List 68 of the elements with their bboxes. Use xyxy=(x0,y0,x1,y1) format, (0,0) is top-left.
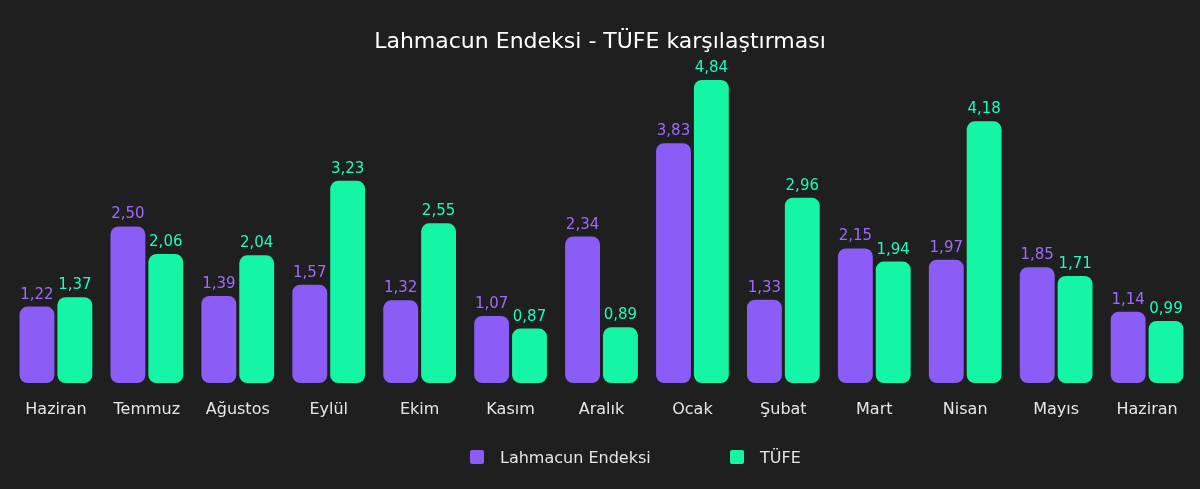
data-label: 4,18 xyxy=(967,99,1001,118)
bar xyxy=(1057,275,1093,383)
x-tick-label: Şubat xyxy=(760,399,807,418)
bar xyxy=(421,223,457,383)
x-tick-label: Ocak xyxy=(672,399,714,418)
data-label: 1,22 xyxy=(20,284,54,303)
bar xyxy=(837,248,873,383)
data-label: 2,96 xyxy=(785,175,819,194)
bar xyxy=(746,299,782,383)
bar xyxy=(1110,311,1146,383)
bar xyxy=(19,306,55,383)
bar xyxy=(656,143,691,383)
data-label: 1,37 xyxy=(58,275,92,294)
data-label: 1,85 xyxy=(1020,245,1054,264)
data-label: 2,04 xyxy=(240,233,274,252)
x-tick-label: Temmuz xyxy=(112,399,181,418)
x-tick-label: Haziran xyxy=(25,399,87,418)
bar xyxy=(928,259,964,383)
data-label: 0,89 xyxy=(603,305,638,324)
bar xyxy=(239,255,275,383)
chart-title: Lahmacun Endeksi - TÜFE karşılaştırması xyxy=(374,28,826,53)
data-label: 1,14 xyxy=(1111,289,1145,308)
data-label: 2,50 xyxy=(111,204,145,223)
x-tick-label: Aralık xyxy=(578,399,625,418)
data-label: 1,71 xyxy=(1058,253,1092,272)
bar xyxy=(875,261,911,383)
bar xyxy=(330,180,366,383)
bar xyxy=(292,284,328,383)
data-label: 2,34 xyxy=(565,214,600,233)
bar xyxy=(148,254,184,383)
legend-label: Lahmacun Endeksi xyxy=(500,448,651,467)
bar xyxy=(1019,267,1055,383)
x-tick-label: Ekim xyxy=(399,399,440,418)
data-label: 0,99 xyxy=(1149,299,1183,318)
legend-label: TÜFE xyxy=(759,448,801,467)
data-label: 2,55 xyxy=(421,201,456,220)
x-tick-label: Haziran xyxy=(1116,399,1178,418)
bar xyxy=(110,226,146,383)
data-label: 1,33 xyxy=(747,277,782,296)
data-label: 2,06 xyxy=(149,232,183,251)
bar xyxy=(784,197,820,383)
data-label: 3,23 xyxy=(330,158,365,177)
x-tick-label: Ağustos xyxy=(205,399,270,418)
bar xyxy=(693,80,729,383)
data-label: 1,57 xyxy=(293,262,327,281)
bar xyxy=(1148,321,1184,383)
data-label: 0,87 xyxy=(512,306,547,325)
data-label: 4,84 xyxy=(694,58,729,76)
x-tick-label: Nisan xyxy=(942,399,988,418)
bar xyxy=(201,295,237,383)
bar xyxy=(565,236,600,383)
bar xyxy=(512,328,547,383)
bar xyxy=(603,327,638,383)
x-tick-label: Mart xyxy=(856,399,893,418)
data-label: 1,07 xyxy=(474,294,509,313)
data-label: 1,94 xyxy=(876,239,910,258)
bar xyxy=(966,121,1002,383)
x-tick-label: Kasım xyxy=(486,399,535,418)
data-label: 1,32 xyxy=(384,278,418,297)
bar xyxy=(474,316,510,383)
x-tick-label: Eylül xyxy=(309,399,349,418)
data-label: 2,15 xyxy=(838,226,873,245)
data-label: 1,39 xyxy=(202,273,236,292)
bar xyxy=(383,300,419,383)
data-label: 3,83 xyxy=(656,121,691,140)
x-tick-label: Mayıs xyxy=(1033,399,1080,418)
bar xyxy=(57,297,93,383)
data-label: 1,97 xyxy=(929,237,963,256)
